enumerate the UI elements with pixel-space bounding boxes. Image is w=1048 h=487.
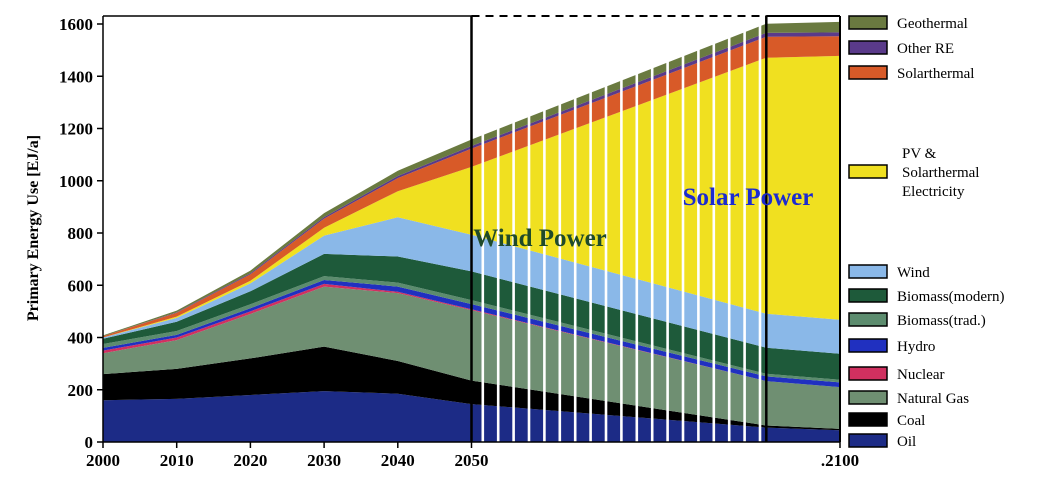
x-tick-label: 2010 — [160, 451, 194, 470]
period-frames — [103, 15, 841, 442]
x-tick-labels: 2000 2010 2020 2030 2040 2050 .2100 — [86, 442, 859, 470]
projection-stripes — [481, 24, 762, 442]
legend-swatch-solarthermal — [848, 65, 888, 80]
stripe — [712, 24, 716, 442]
y-tick-label: 1200 — [59, 120, 93, 139]
y-tick-labels: 0 200 400 600 800 1000 1200 1400 1600 — [59, 15, 103, 452]
legend-label-wind: Wind — [897, 265, 930, 281]
legend-label-biomass-modern: Biomass(modern) — [897, 289, 1004, 305]
y-tick-label: 200 — [68, 381, 94, 400]
x-tick-label: 2020 — [233, 451, 267, 470]
y-tick-label: 400 — [68, 329, 94, 348]
y-axis-label: Primary Energy Use [EJ/a] — [25, 135, 42, 321]
legend-swatch-wind — [848, 264, 888, 279]
x-tick-label: 2040 — [381, 451, 415, 470]
stripe — [666, 24, 669, 442]
legend-swatch-geothermal — [848, 15, 888, 30]
annotations: Wind Power Solar Power — [473, 184, 813, 252]
legend-label-geothermal: Geothermal — [897, 16, 968, 32]
legend-swatch-biomass-modern — [848, 288, 888, 303]
legend-swatch-coal — [848, 412, 888, 427]
stripe — [527, 24, 531, 442]
legend-label-coal: Coal — [897, 413, 925, 429]
legend-label-pv-line: PV & — [902, 146, 937, 162]
legend-label-pv-line: Solarthermal — [902, 165, 979, 181]
legend-label-biomass-trad: Biomass(trad.) — [897, 313, 986, 329]
x-tick-label: 2030 — [307, 451, 341, 470]
legend-swatch-pv-solarthermal-electricity — [848, 164, 888, 179]
stripe — [758, 24, 762, 442]
y-tick-label: 1400 — [59, 67, 93, 86]
stripe — [543, 24, 546, 442]
stripe — [681, 24, 685, 442]
x-tick-label: .2100 — [821, 451, 859, 470]
stripe — [589, 24, 592, 442]
legend-swatch-biomass-trad — [848, 312, 888, 327]
stripe — [697, 24, 700, 442]
stripe — [604, 24, 608, 442]
y-tick-label: 800 — [68, 224, 94, 243]
stripe — [573, 24, 577, 442]
legend-label-pv-line: Electricity — [902, 184, 965, 200]
y-tick-label: 0 — [85, 433, 94, 452]
legend-label-hydro: Hydro — [897, 339, 935, 355]
y-tick-label: 1600 — [59, 15, 93, 34]
stripe — [512, 24, 515, 442]
stripe — [620, 24, 623, 442]
area-biomass-modern — [103, 253, 840, 380]
legend: Geothermal Other RE Solarthermal PV & Solart… — [848, 15, 1004, 450]
stripe — [635, 24, 639, 442]
legend-label-natural-gas: Natural Gas — [897, 391, 969, 407]
legend-swatch-hydro — [848, 338, 888, 353]
x-tick-label: 2000 — [86, 451, 120, 470]
y-tick-label: 600 — [68, 276, 94, 295]
legend-swatch-nuclear — [848, 366, 888, 381]
stripe — [650, 24, 654, 442]
legend-label-other-re: Other RE — [897, 41, 954, 57]
legend-label-solarthermal: Solarthermal — [897, 66, 974, 82]
stripe — [496, 24, 500, 442]
y-tick-label: 1000 — [59, 172, 93, 191]
stripe — [481, 24, 485, 442]
stripe — [558, 24, 562, 442]
x-tick-label: 2050 — [455, 451, 489, 470]
stripe — [727, 24, 731, 442]
legend-swatch-natural-gas — [848, 390, 888, 405]
legend-swatch-other-re — [848, 40, 888, 55]
stripe — [743, 24, 746, 442]
annotation-wind-power: Wind Power — [473, 225, 607, 252]
legend-label-nuclear: Nuclear — [897, 367, 944, 383]
annotation-solar-power: Solar Power — [683, 184, 814, 211]
legend-swatch-oil — [848, 433, 888, 448]
legend-label-oil: Oil — [897, 434, 916, 450]
